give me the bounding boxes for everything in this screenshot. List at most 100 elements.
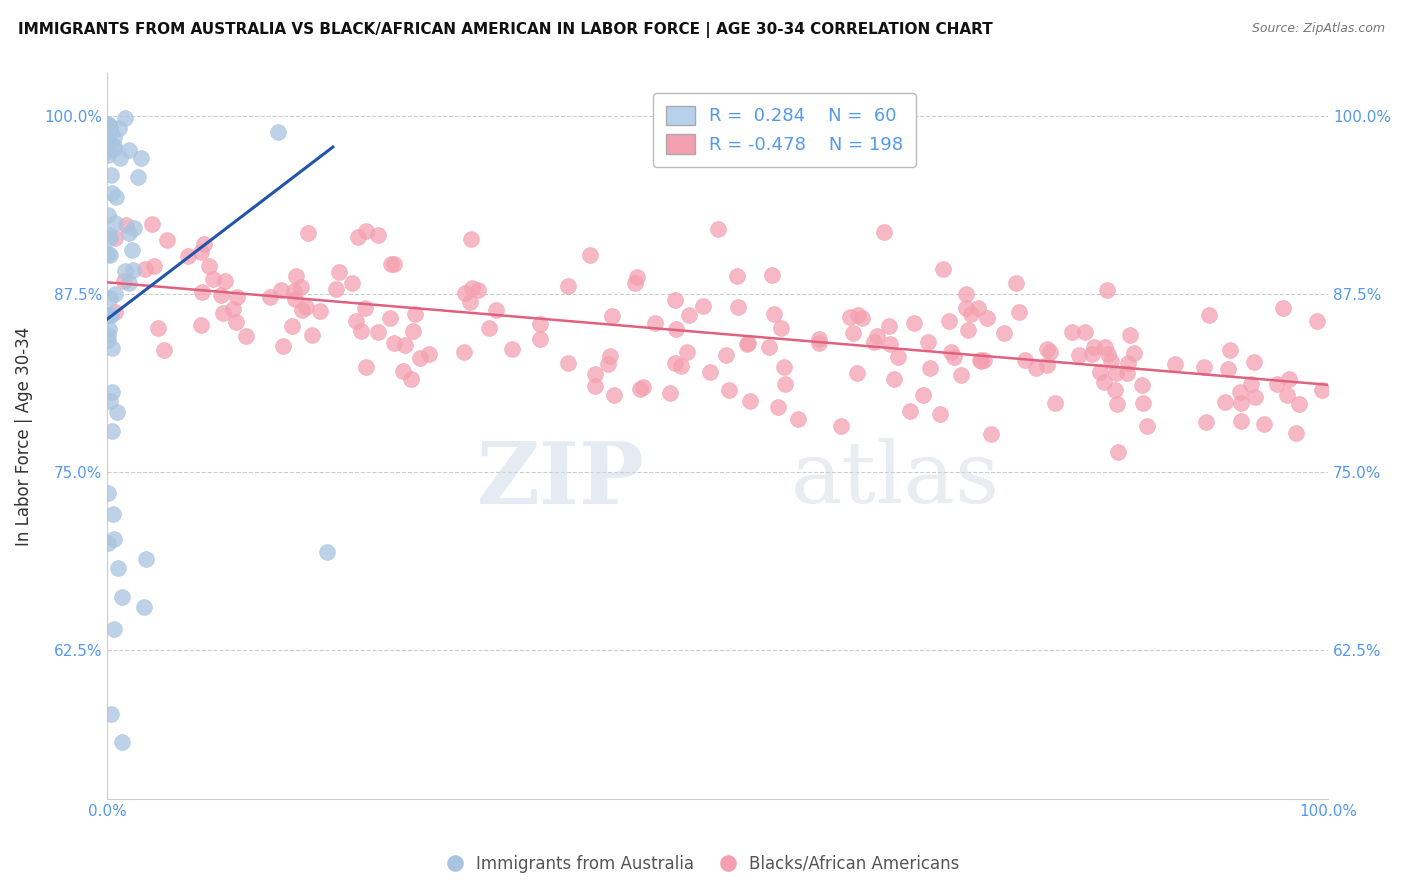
Y-axis label: In Labor Force | Age 30-34: In Labor Force | Age 30-34	[15, 326, 32, 546]
Point	[105, 405, 128, 419]
Legend: R =  0.284    N =  60, R = -0.478    N = 198: R = 0.284 N = 60, R = -0.478 N = 198	[654, 93, 917, 167]
Point	[270, 284, 292, 298]
Point	[380, 257, 402, 271]
Point	[1062, 325, 1084, 339]
Point	[664, 293, 686, 308]
Point	[190, 318, 212, 333]
Point	[911, 388, 934, 402]
Point	[898, 404, 921, 418]
Point	[628, 382, 651, 396]
Point	[1278, 372, 1301, 386]
Point	[142, 259, 165, 273]
Point	[529, 317, 551, 331]
Point	[1240, 376, 1263, 391]
Point	[146, 320, 169, 334]
Point	[980, 426, 1002, 441]
Point	[98, 248, 121, 262]
Point	[830, 418, 852, 433]
Point	[1073, 325, 1095, 339]
Point	[114, 111, 136, 125]
Point	[101, 508, 124, 522]
Point	[98, 227, 121, 242]
Point	[460, 294, 482, 309]
Point	[97, 308, 120, 322]
Point	[583, 379, 606, 393]
Point	[1105, 366, 1128, 380]
Point	[267, 125, 290, 139]
Point	[737, 336, 759, 351]
Point	[98, 231, 121, 245]
Point	[1099, 353, 1122, 368]
Point	[707, 222, 730, 236]
Point	[557, 356, 579, 370]
Point	[1083, 339, 1105, 353]
Point	[917, 335, 939, 350]
Text: atlas: atlas	[790, 438, 1000, 521]
Point	[1014, 353, 1036, 368]
Point	[602, 309, 624, 323]
Text: ZIP: ZIP	[477, 438, 644, 522]
Point	[118, 277, 141, 291]
Point	[1036, 358, 1059, 372]
Point	[1008, 305, 1031, 319]
Point	[104, 305, 127, 319]
Point	[692, 299, 714, 313]
Point	[104, 190, 127, 204]
Point	[226, 289, 249, 303]
Point	[976, 311, 998, 326]
Point	[718, 384, 741, 398]
Point	[866, 328, 889, 343]
Point	[461, 281, 484, 295]
Point	[177, 249, 200, 263]
Point	[301, 327, 323, 342]
Point	[98, 122, 121, 136]
Point	[141, 217, 163, 231]
Point	[1244, 390, 1267, 404]
Point	[1132, 396, 1154, 410]
Point	[97, 246, 120, 260]
Text: Source: ZipAtlas.com: Source: ZipAtlas.com	[1251, 22, 1385, 36]
Point	[658, 386, 681, 401]
Point	[1230, 414, 1253, 428]
Point	[97, 144, 120, 158]
Point	[770, 321, 793, 335]
Point	[97, 119, 120, 133]
Point	[315, 544, 337, 558]
Point	[382, 335, 405, 350]
Point	[308, 303, 330, 318]
Point	[354, 301, 377, 316]
Point	[786, 412, 808, 426]
Point	[1195, 415, 1218, 429]
Point	[955, 286, 977, 301]
Point	[664, 356, 686, 370]
Point	[284, 292, 307, 306]
Point	[409, 351, 432, 365]
Point	[773, 377, 796, 392]
Point	[97, 124, 120, 138]
Point	[1272, 301, 1295, 315]
Point	[100, 308, 122, 322]
Point	[939, 345, 962, 359]
Point	[665, 322, 688, 336]
Point	[454, 285, 477, 300]
Point	[839, 310, 862, 324]
Point	[367, 227, 389, 242]
Point	[108, 120, 131, 135]
Point	[631, 380, 654, 394]
Point	[1094, 340, 1116, 354]
Point	[727, 300, 749, 314]
Point	[1230, 396, 1253, 410]
Point	[928, 408, 950, 422]
Point	[156, 233, 179, 247]
Point	[1067, 348, 1090, 362]
Point	[1036, 342, 1059, 356]
Point	[394, 337, 416, 351]
Point	[675, 344, 697, 359]
Point	[1136, 418, 1159, 433]
Point	[943, 350, 966, 364]
Point	[879, 336, 901, 351]
Point	[354, 224, 377, 238]
Point	[209, 288, 232, 302]
Point	[405, 307, 427, 321]
Point	[100, 119, 122, 133]
